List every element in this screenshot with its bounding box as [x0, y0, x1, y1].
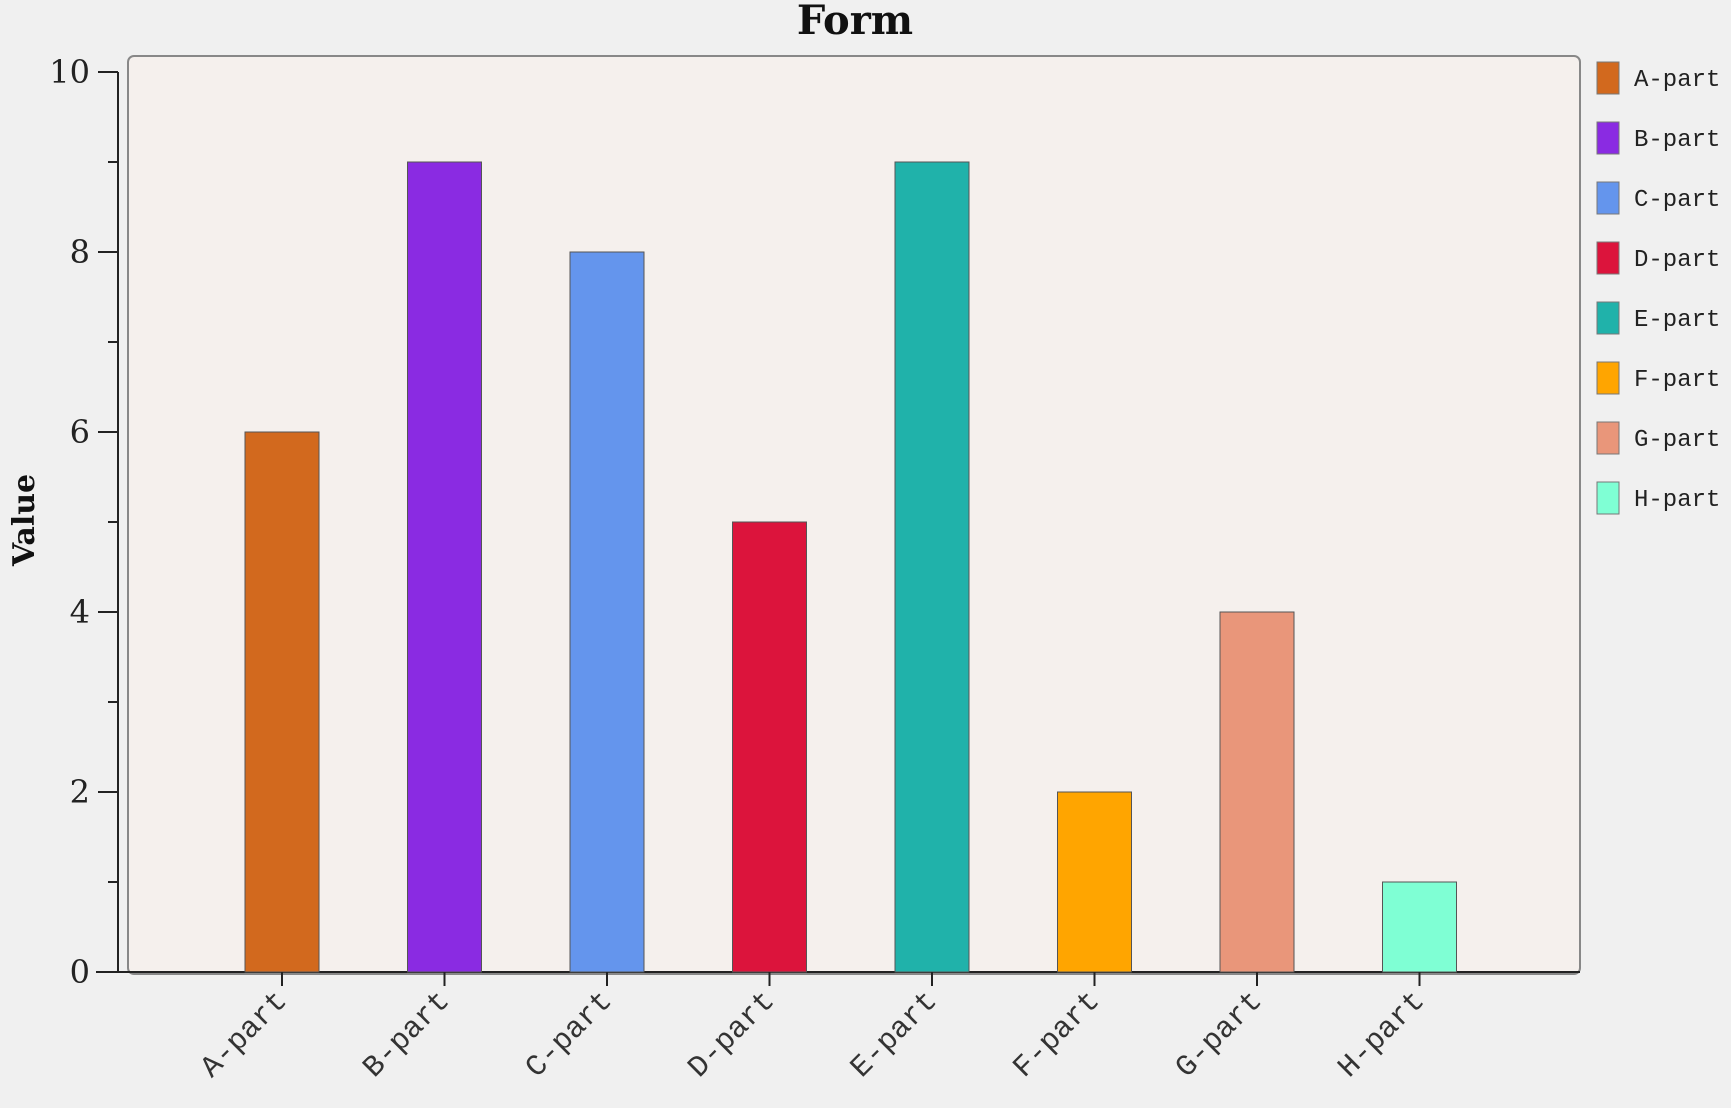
x-tick-label: B-part [357, 985, 457, 1085]
y-tick-label: 0 [70, 953, 90, 991]
y-tick-label: 8 [70, 233, 90, 271]
legend-swatch [1596, 181, 1620, 215]
x-tick-label: H-part [1332, 985, 1432, 1085]
legend-label: F-part [1634, 367, 1720, 394]
x-tick-label: C-part [520, 985, 620, 1085]
legend-label: A-part [1634, 67, 1720, 94]
bar-a-part [244, 431, 320, 973]
bar-d-part [732, 521, 807, 973]
legend-label: C-part [1634, 187, 1720, 214]
legend-swatch [1596, 241, 1620, 275]
legend-label: B-part [1634, 127, 1720, 154]
bar-e-part [894, 161, 970, 973]
y-axis-label: Value [7, 474, 42, 567]
x-tick-label: F-part [1007, 985, 1107, 1085]
y-tick-label: 2 [70, 773, 90, 811]
y-tick-label: 4 [70, 593, 90, 631]
x-tick-label: E-part [845, 985, 945, 1085]
x-tick-label: A-part [195, 985, 295, 1085]
legend-swatch [1596, 61, 1620, 95]
x-tick-label: G-part [1170, 985, 1270, 1085]
legend-swatch [1596, 301, 1620, 335]
legend-swatch [1596, 361, 1620, 395]
y-axis-ticks: 0 2 4 6 8 10 [49, 53, 118, 991]
x-axis-ticks: A-part B-part C-part D-part E-part F-part G-pa… [195, 972, 1433, 1085]
legend-swatch [1596, 421, 1620, 455]
plot-area [127, 55, 1581, 975]
legend-swatch [1596, 481, 1620, 515]
legend-label: H-part [1634, 487, 1720, 514]
legend-swatch [1596, 121, 1620, 155]
legend-label: E-part [1634, 307, 1720, 334]
bar-c-part [569, 251, 645, 973]
legend-label: G-part [1634, 427, 1720, 454]
chart-title: Form [797, 0, 913, 44]
legend: A-part B-part C-part D-part E-part F-part G-pa… [1596, 61, 1720, 515]
legend-label: D-part [1634, 247, 1720, 274]
y-tick-label: 6 [70, 413, 90, 451]
bar-h-part [1382, 881, 1457, 973]
y-tick-label: 10 [49, 53, 90, 91]
bar-g-part [1219, 611, 1295, 973]
bar-f-part [1057, 791, 1132, 973]
x-tick-label: D-part [682, 985, 782, 1085]
bars [244, 161, 1457, 973]
bar-b-part [407, 161, 482, 973]
